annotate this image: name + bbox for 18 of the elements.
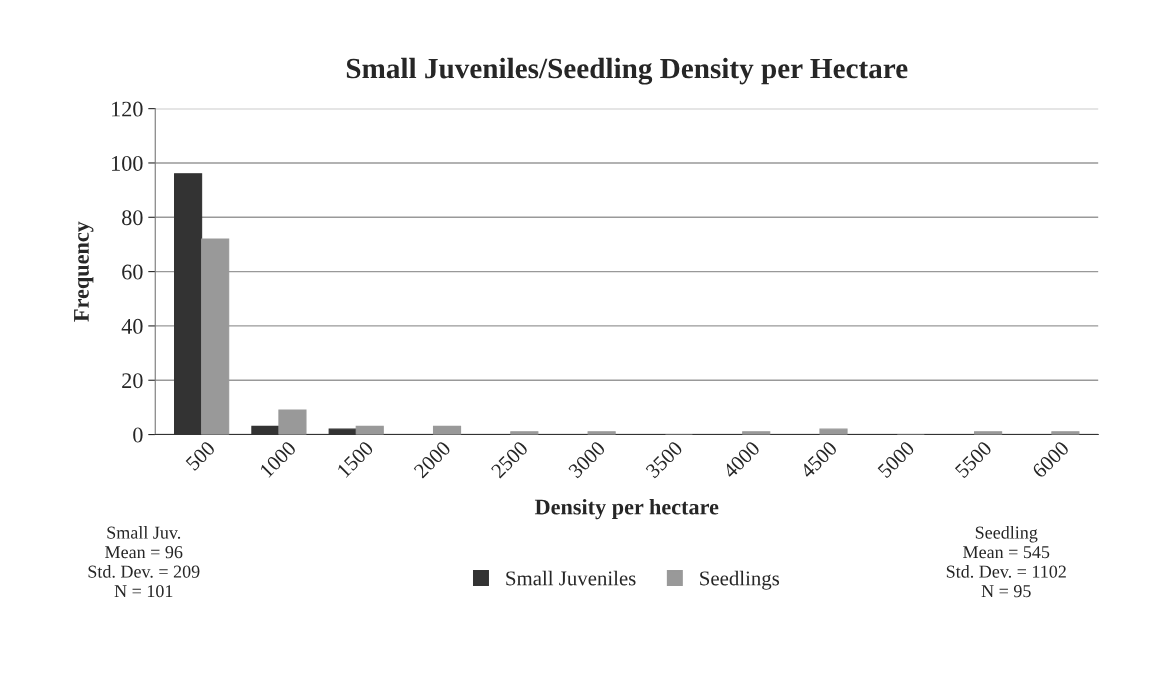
x-tick-label: 4500 <box>799 440 838 479</box>
y-tick-label: 100 <box>112 155 143 171</box>
y-tick-label: 20 <box>122 373 143 389</box>
y-tick-label: 40 <box>121 318 143 334</box>
legend-label: Small Juveniles <box>506 570 636 586</box>
y-tick-label: 120 <box>112 101 143 117</box>
y-tick-label: 0 <box>133 427 143 443</box>
x-tick-label: 4000 <box>721 440 761 479</box>
chart-title: Small Juveniles/Seedling Density per Hectare <box>346 57 908 85</box>
y-axis-title: Frequency <box>74 221 94 322</box>
y-tick-label: 80 <box>122 210 143 226</box>
x-tick-label: 500 <box>185 440 216 472</box>
legend-label: Seedlings <box>700 570 780 590</box>
x-tick-label: 6000 <box>1031 440 1070 479</box>
text: Seedling Mean = 545 Std. Dev. = 1102 N = 95 <box>946 525 1066 598</box>
text: Small Juv. Mean = 96 Std. Dev. = 209 N = 101 <box>88 526 200 598</box>
x-axis-title: Density per hectare <box>534 498 719 520</box>
y-tick-label: 60 <box>122 264 143 280</box>
